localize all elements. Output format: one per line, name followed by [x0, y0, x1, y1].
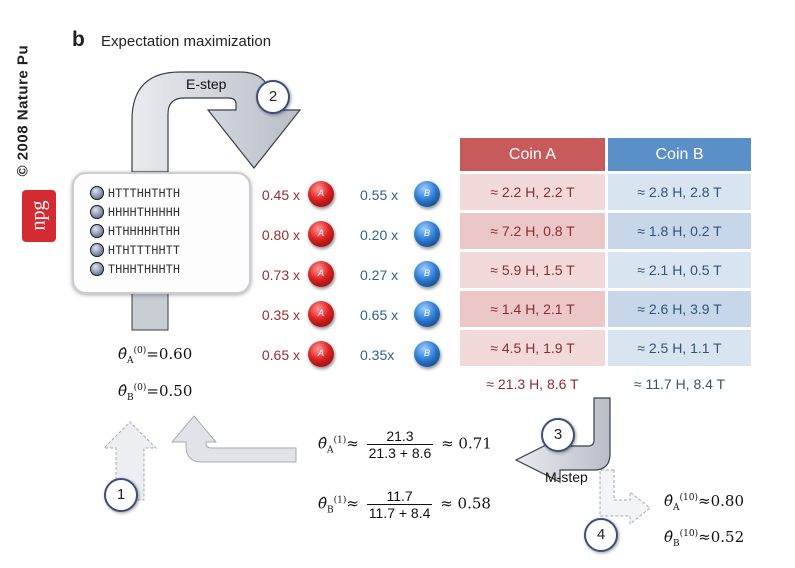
e-step-label: E-step: [186, 76, 227, 92]
weight-a: 0.80 x: [261, 227, 300, 243]
m-step-label: M-step: [545, 469, 588, 485]
coin-a-icon: A: [308, 341, 334, 367]
table-header-coin-a: Coin A: [460, 138, 605, 171]
weight-b: 0.65 x: [360, 307, 399, 323]
weight-b: 0.27 x: [360, 267, 399, 283]
e-step-arrow-tail: [131, 287, 169, 331]
sequence-row: HHHHTHHHHH: [90, 203, 180, 221]
final-theta-a: θ̂A(10)≈0.80: [664, 492, 744, 513]
weight-a: 0.65 x: [261, 347, 300, 363]
coin-b-icon: B: [414, 341, 440, 367]
step-4-marker: 4: [584, 518, 618, 552]
table-cell-a: ≈ 4.5 H, 1.9 T: [460, 330, 605, 366]
coin-icon: [90, 186, 104, 200]
table-cell-a: ≈ 7.2 H, 0.8 T: [460, 213, 605, 249]
coin-icon: [90, 262, 104, 276]
update-theta-a: θ̂A(1)≈ 21.3 21.3 + 8.6 ≈ 0.71: [318, 428, 492, 461]
coin-a-icon: A: [308, 301, 334, 327]
table-header-coin-b: Coin B: [608, 138, 751, 171]
coin-icon: [90, 224, 104, 238]
sequence-row: THHHTHHHTH: [90, 260, 180, 278]
update-theta-b: θ̂B(1)≈ 11.7 11.7 + 8.4 ≈ 0.58: [318, 488, 491, 521]
table-cell-a: ≈ 2.2 H, 2.2 T: [460, 174, 605, 210]
weight-a: 0.45 x: [261, 187, 300, 203]
weight-a: 0.73 x: [261, 267, 300, 283]
initial-theta-a: θ̂A(0)=0.60: [118, 345, 193, 366]
sequence-row: HTTTHHTHTH: [90, 184, 180, 202]
final-theta-b: θ̂B(10)≈0.52: [664, 528, 745, 549]
weight-b: 0.20 x: [360, 227, 399, 243]
weight-a: 0.35 x: [261, 307, 300, 323]
coin-toss-sequences: HTTTHHTHTH HHHHTHHHHH HTHHHHHTHH HTHTTTH…: [72, 172, 251, 294]
return-arrow-m: [170, 415, 297, 463]
table-cell-b: ≈ 2.1 H, 0.5 T: [608, 252, 751, 288]
coin-a-icon: A: [308, 221, 334, 247]
coin-a-icon: A: [308, 261, 334, 287]
coin-icon: [90, 243, 104, 257]
coin-b-icon: B: [414, 261, 440, 287]
table-cell-b: ≈ 2.8 H, 2.8 T: [608, 174, 751, 210]
weight-b: 0.35x: [360, 347, 395, 363]
coin-icon: [90, 205, 104, 219]
weight-b: 0.55 x: [360, 187, 399, 203]
table-cell-a: ≈ 5.9 H, 1.5 T: [460, 252, 605, 288]
sequence-row: HTHHHHHTHH: [90, 222, 180, 240]
panel-title: Expectation maximization: [101, 33, 272, 50]
step-1-marker: 1: [104, 478, 138, 512]
total-coin-a: ≈ 21.3 H, 8.6 T: [486, 376, 579, 392]
npg-logo: npg: [22, 190, 56, 242]
sequence-row: HTHTTTHHTT: [90, 241, 180, 259]
coin-b-icon: B: [414, 181, 440, 207]
table-cell-a: ≈ 1.4 H, 2.1 T: [460, 291, 605, 327]
final-arrow: [599, 469, 651, 526]
total-coin-b: ≈ 11.7 H, 8.4 T: [633, 376, 726, 392]
table-cell-b: ≈ 1.8 H, 0.2 T: [608, 213, 751, 249]
table-cell-b: ≈ 2.6 H, 3.9 T: [608, 291, 751, 327]
coin-a-icon: A: [308, 181, 334, 207]
m-step-arrow: [514, 397, 611, 483]
table-cell-b: ≈ 2.5 H, 1.1 T: [608, 330, 751, 366]
panel-letter: b: [72, 28, 85, 51]
coin-b-icon: B: [414, 221, 440, 247]
coin-b-icon: B: [414, 301, 440, 327]
initial-theta-b: θ̂B(0)=0.50: [118, 382, 193, 403]
step-3-marker: 3: [541, 418, 575, 452]
step-2-marker: 2: [256, 80, 290, 114]
